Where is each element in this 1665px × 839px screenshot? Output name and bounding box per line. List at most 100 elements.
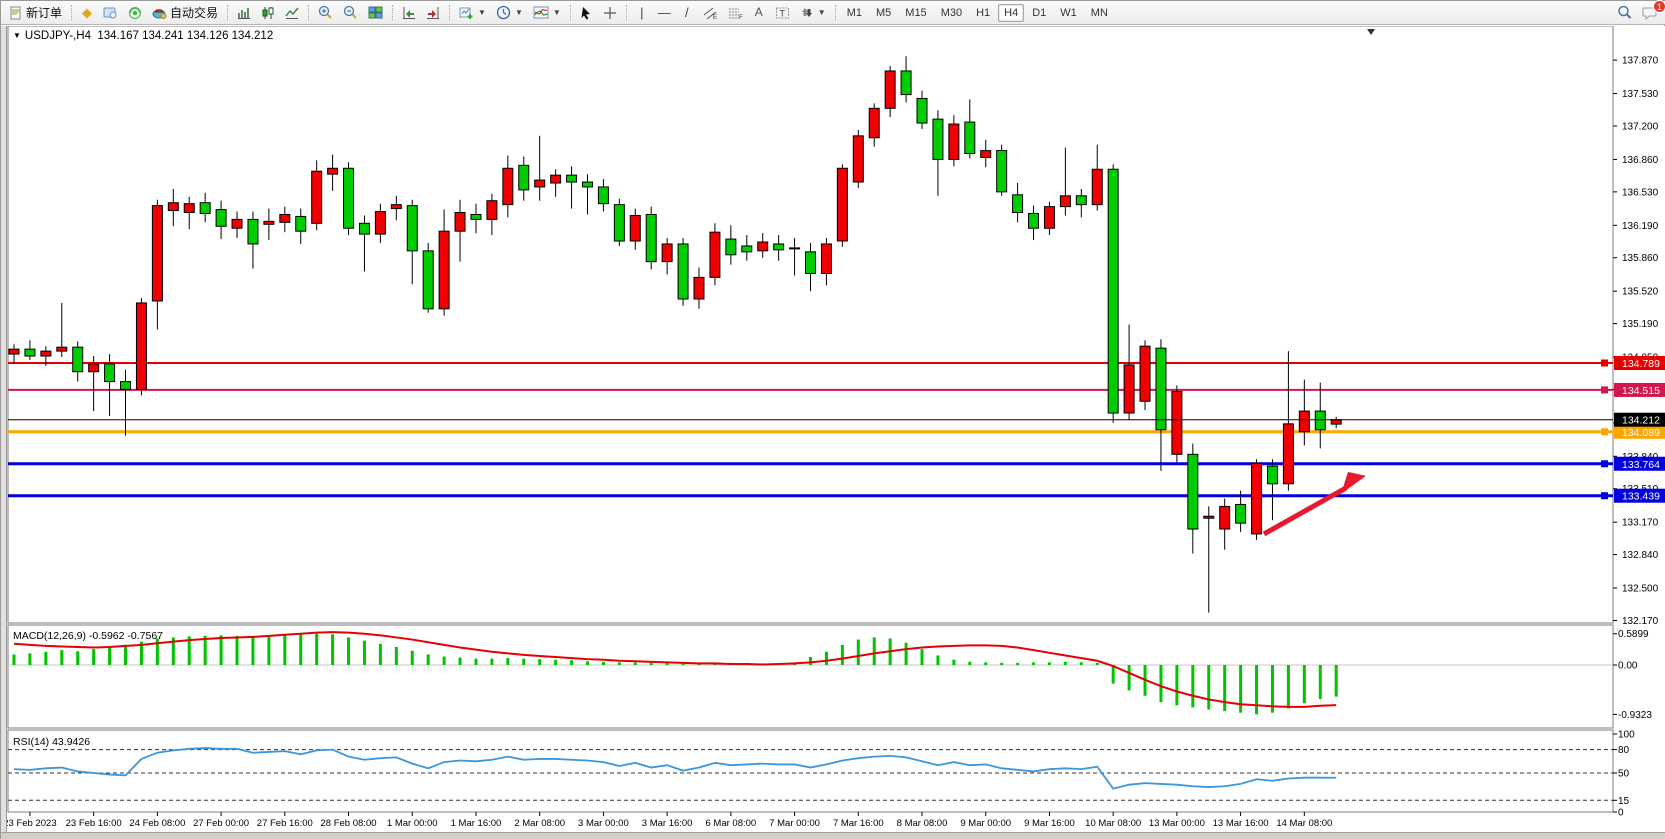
chart-area[interactable]: 137.870 137.530 137.200 136.860 136.530 136.1… (1, 26, 1665, 832)
candle-down[interactable] (470, 213, 482, 220)
crosshair-tool-button[interactable] (599, 3, 621, 23)
tile-windows-button[interactable] (364, 3, 387, 23)
signal-button[interactable] (124, 3, 146, 23)
market-watch-button[interactable] (99, 3, 122, 23)
indicators-button[interactable]: ▼ (529, 3, 565, 23)
candle-down[interactable] (1155, 347, 1167, 431)
candle-down[interactable] (422, 250, 434, 310)
new-chart-button[interactable]: ▼ (455, 3, 490, 23)
horizontal-line-tool[interactable]: — (654, 3, 675, 23)
candle-up[interactable] (757, 241, 769, 252)
candle-up[interactable] (980, 150, 992, 158)
candle-down[interactable] (1187, 453, 1199, 530)
vertical-line-tool[interactable]: | (632, 3, 652, 23)
tf-h1[interactable]: H1 (976, 6, 991, 19)
candle-down[interactable] (900, 70, 912, 96)
candle-up[interactable] (502, 167, 514, 206)
candle-down[interactable] (358, 222, 370, 235)
candle-down[interactable] (247, 218, 259, 245)
candle-up[interactable] (1330, 419, 1342, 425)
candle-down[interactable] (645, 213, 657, 263)
chart-shift-button[interactable] (422, 3, 444, 23)
notifications-button[interactable]: 1 (1638, 0, 1665, 23)
candle-down[interactable] (725, 238, 737, 256)
candle-down[interactable] (215, 209, 227, 227)
arrows-tool-button[interactable]: ▼ (796, 3, 830, 23)
fibonacci-tool[interactable]: F (724, 3, 747, 23)
candle-down[interactable] (1314, 410, 1326, 431)
candle-down[interactable] (677, 243, 689, 300)
candle-up[interactable] (1091, 168, 1103, 206)
candle-up[interactable] (661, 243, 673, 263)
candle-down[interactable] (996, 150, 1008, 193)
candle-down[interactable] (773, 243, 785, 251)
candle-down[interactable] (964, 121, 976, 155)
candle-up[interactable] (948, 123, 960, 160)
profiles-button[interactable]: ▼ (492, 3, 527, 23)
candle-up[interactable] (852, 135, 864, 183)
candle-down[interactable] (741, 245, 753, 253)
candle-up[interactable] (167, 202, 179, 212)
search-button[interactable] (1613, 3, 1636, 23)
candle-up[interactable] (709, 231, 721, 278)
tf-h4[interactable]: H4 (998, 3, 1025, 22)
candle-up[interactable] (327, 167, 339, 175)
candle-down[interactable] (72, 346, 84, 373)
candle-up[interactable] (1139, 345, 1151, 402)
candle-down[interactable] (295, 215, 307, 232)
candle-down[interactable] (1075, 195, 1087, 206)
candle-up[interactable] (438, 230, 450, 310)
chevron-down-icon[interactable]: ▼ (13, 31, 21, 40)
candle-down[interactable] (343, 167, 355, 229)
candle-up[interactable] (263, 220, 275, 225)
candle-up[interactable] (151, 205, 163, 302)
candle-down[interactable] (1107, 168, 1119, 414)
candle-up[interactable] (1043, 206, 1055, 229)
candle-down[interactable] (932, 118, 944, 160)
tf-m1[interactable]: M1 (846, 6, 862, 19)
candle-up[interactable] (1282, 423, 1294, 485)
trendline-tool[interactable]: / (677, 3, 697, 23)
text-tool[interactable]: A (749, 3, 769, 23)
candle-up[interactable] (374, 211, 386, 235)
candle-up[interactable] (1171, 390, 1183, 455)
candle-up[interactable] (454, 212, 466, 232)
tf-m15[interactable]: M15 (905, 6, 927, 19)
candle-up[interactable] (1203, 515, 1215, 519)
candle-up[interactable] (1251, 462, 1263, 535)
candle-down[interactable] (597, 186, 609, 205)
channel-tool[interactable]: E (699, 3, 722, 23)
candle-down[interactable] (104, 363, 116, 383)
candle-up[interactable] (629, 214, 641, 242)
candle-down[interactable] (566, 174, 578, 183)
tf-m30[interactable]: M30 (940, 6, 963, 19)
zoom-in-button[interactable] (314, 3, 337, 23)
candle-up[interactable] (279, 213, 291, 223)
candle-up[interactable] (534, 179, 546, 188)
line-chart-button[interactable] (281, 3, 303, 23)
candle-up[interactable] (390, 204, 402, 210)
candle-up[interactable] (1059, 195, 1071, 208)
candle-up[interactable] (183, 203, 195, 214)
candle-up[interactable] (789, 247, 801, 250)
candle-up[interactable] (40, 350, 52, 357)
zoom-out-button[interactable] (339, 3, 362, 23)
candle-up[interactable] (868, 107, 880, 139)
candle-up[interactable] (820, 243, 832, 274)
candle-up[interactable] (135, 302, 147, 390)
candle-up[interactable] (1219, 505, 1231, 530)
candle-up[interactable] (550, 174, 562, 184)
candle-up[interactable] (231, 218, 243, 229)
tf-d1[interactable]: D1 (1032, 6, 1047, 19)
candle-down[interactable] (916, 97, 928, 124)
tf-m5[interactable]: M5 (876, 6, 892, 19)
cursor-tool-button[interactable] (576, 3, 597, 23)
candle-down[interactable] (1235, 503, 1247, 524)
candle-up[interactable] (884, 70, 896, 109)
text-label-tool[interactable]: T (771, 3, 794, 23)
new-order-button[interactable]: 新订单 (5, 3, 66, 23)
candle-down[interactable] (199, 202, 211, 214)
candle-up[interactable] (311, 170, 323, 224)
candle-down[interactable] (1266, 465, 1278, 485)
auto-scroll-button[interactable] (398, 3, 420, 23)
